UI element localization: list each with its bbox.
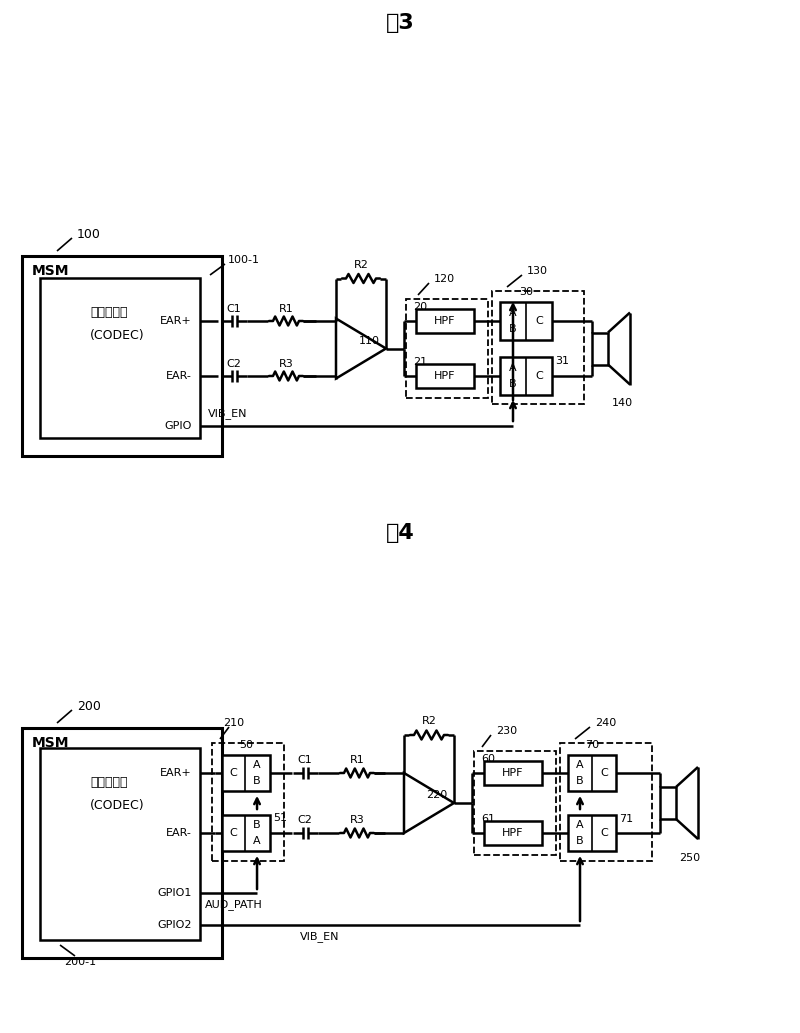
Text: 200: 200 [77,699,101,713]
Bar [500,302,552,340]
Text: R3: R3 [278,359,294,369]
Text: C: C [600,828,608,838]
Text: 230: 230 [496,726,517,735]
Text: 220: 220 [426,790,448,800]
Text: C: C [600,768,608,778]
Text: (CODEC): (CODEC) [90,330,145,343]
Text: R2: R2 [422,716,437,726]
Bar [492,291,584,404]
Text: 100: 100 [77,227,101,241]
Text: R2: R2 [354,259,369,270]
Text: C1: C1 [298,755,312,765]
Text: C: C [535,371,543,381]
Bar [222,815,270,851]
Text: A: A [576,820,584,831]
Bar [22,256,222,456]
Text: 240: 240 [595,718,616,728]
Text: 120: 120 [434,274,455,284]
Text: B: B [509,324,517,335]
Text: A: A [509,363,517,373]
Text: 200-1: 200-1 [64,957,96,967]
Text: 图3: 图3 [386,13,414,33]
Text: 110: 110 [358,336,379,345]
Bar [474,751,556,855]
Text: MSM: MSM [32,264,70,278]
Text: GPIO2: GPIO2 [158,920,192,930]
Bar [592,333,608,365]
Bar [484,821,542,845]
Text: A: A [576,760,584,770]
Text: 210: 210 [223,718,245,728]
Text: GPIO: GPIO [165,421,192,431]
Text: EAR-: EAR- [166,828,192,838]
Text: A: A [509,308,517,317]
Text: R3: R3 [350,815,364,825]
Text: A: A [254,836,261,846]
Bar [568,815,616,851]
Bar [568,755,616,791]
Text: C1: C1 [226,304,242,314]
Text: VIB_EN: VIB_EN [300,932,340,942]
Text: B: B [254,820,261,831]
Text: MSM: MSM [32,735,70,750]
Text: 20: 20 [413,302,427,312]
Text: HPF: HPF [502,768,524,778]
Text: R1: R1 [278,304,294,314]
Text: EAR+: EAR+ [160,316,192,326]
Text: C2: C2 [226,359,242,369]
Text: 100-1: 100-1 [228,255,260,265]
Text: 50: 50 [239,740,253,750]
Text: B: B [254,776,261,786]
Text: A: A [254,760,261,770]
Text: B: B [509,379,517,389]
Text: 70: 70 [585,740,599,750]
Text: 130: 130 [527,267,548,276]
Text: VIB_EN: VIB_EN [208,408,248,419]
Bar [484,761,542,785]
Bar [500,357,552,395]
Text: HPF: HPF [434,316,456,326]
Text: 51: 51 [273,813,287,823]
Bar [212,743,284,860]
Bar [416,364,474,388]
Text: GPIO1: GPIO1 [158,888,192,898]
Bar [406,299,488,398]
Text: R1: R1 [350,755,364,765]
Text: AUD_PATH: AUD_PATH [205,900,262,910]
Text: C: C [230,828,238,838]
Text: 71: 71 [619,814,633,824]
Text: 音频处理器: 音频处理器 [90,307,127,319]
Bar [40,748,200,940]
Bar [22,728,222,958]
Text: B: B [576,776,584,786]
Text: (CODEC): (CODEC) [90,800,145,813]
Text: 60: 60 [481,754,495,764]
Text: HPF: HPF [434,371,456,381]
Bar [660,787,676,819]
Text: B: B [576,836,584,846]
Text: 61: 61 [481,814,495,824]
Bar [560,743,652,860]
Text: C: C [535,316,543,326]
Text: 250: 250 [679,853,701,863]
Text: 30: 30 [519,287,533,298]
Text: EAR+: EAR+ [160,768,192,778]
Text: C2: C2 [298,815,313,825]
Text: EAR-: EAR- [166,371,192,381]
Text: 图4: 图4 [386,523,414,543]
Text: HPF: HPF [502,828,524,838]
Text: C: C [230,768,238,778]
Text: 140: 140 [611,399,633,408]
Bar [40,278,200,438]
Bar [416,309,474,333]
Text: 21: 21 [413,357,427,367]
Bar [222,755,270,791]
Text: 31: 31 [555,356,569,366]
Text: 音频处理器: 音频处理器 [90,777,127,789]
